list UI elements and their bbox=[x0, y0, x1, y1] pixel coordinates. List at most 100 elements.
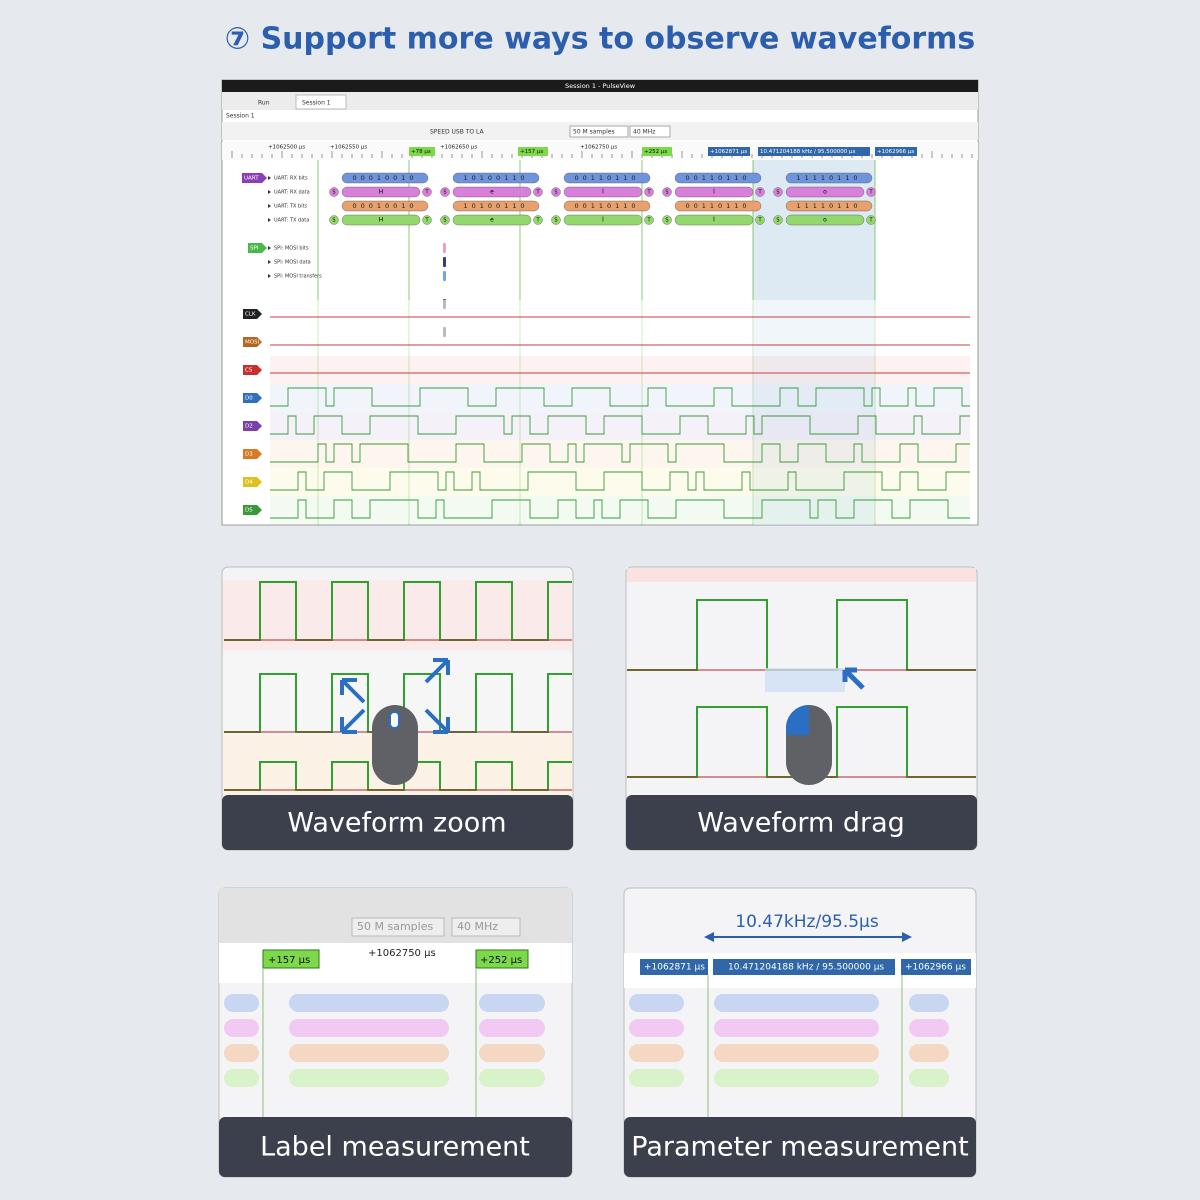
bits-annotation bbox=[563, 172, 651, 184]
data-text: H bbox=[379, 189, 384, 196]
marker-flag[interactable] bbox=[262, 949, 320, 969]
spi-mark bbox=[443, 271, 446, 281]
stop-bit bbox=[422, 187, 432, 197]
device-select[interactable]: SPEED USB TO LA bbox=[430, 129, 485, 136]
start-bit-label: S bbox=[554, 218, 557, 224]
marker-flag[interactable] bbox=[901, 959, 971, 975]
data-annotation bbox=[341, 214, 421, 226]
channel-label[interactable]: SPI bbox=[250, 246, 259, 252]
faded-annotation bbox=[909, 1019, 949, 1037]
marker-label[interactable]: +252 μs bbox=[480, 955, 522, 966]
marker-label[interactable]: +1062966 μs bbox=[877, 149, 914, 155]
faded-annotation bbox=[479, 1044, 545, 1062]
marker-flag[interactable] bbox=[409, 147, 435, 156]
rate-box[interactable] bbox=[629, 125, 671, 138]
channel-label[interactable]: CLK bbox=[245, 312, 256, 318]
channel-label[interactable]: D4 bbox=[245, 480, 253, 486]
marker-label[interactable]: +157 μs bbox=[268, 955, 310, 966]
stop-bit bbox=[866, 187, 876, 197]
marker-label[interactable]: +1062871 μs bbox=[710, 149, 747, 155]
pulseview-window: Session 1 - PulseView Run Session 1 Sess… bbox=[221, 79, 979, 526]
tab-session[interactable] bbox=[295, 94, 347, 110]
samples-select[interactable]: 50 M samples bbox=[573, 129, 615, 136]
tab-run[interactable]: Run bbox=[258, 100, 270, 107]
samples-zoom: 50 M samples bbox=[357, 920, 433, 933]
channel-label[interactable]: D2 bbox=[245, 424, 253, 430]
marker-flag[interactable] bbox=[518, 147, 548, 156]
channel-row bbox=[270, 412, 970, 440]
start-bit-label: S bbox=[554, 190, 557, 196]
data-text: o bbox=[823, 217, 827, 224]
ruler-label: +1062750 μs bbox=[368, 948, 436, 959]
faded-annotation bbox=[629, 1044, 684, 1062]
channel-badge[interactable] bbox=[243, 477, 262, 487]
channel-row bbox=[270, 356, 970, 384]
faded-annotation bbox=[714, 1044, 879, 1062]
marker-flag[interactable] bbox=[640, 959, 708, 975]
channel-label[interactable]: D5 bbox=[245, 508, 253, 514]
label-panel: 50 M samples 40 MHz +1062750 μs +157 μs … bbox=[218, 887, 573, 1178]
marker-label[interactable]: +252 μs bbox=[644, 149, 667, 155]
data-text: H bbox=[379, 217, 384, 224]
channel-label[interactable]: D0 bbox=[245, 396, 253, 402]
channel-badge[interactable] bbox=[243, 505, 262, 515]
logic-trace bbox=[270, 499, 970, 519]
channel-badge[interactable] bbox=[243, 449, 262, 459]
marker-label[interactable]: +1062966 μs bbox=[905, 963, 966, 973]
channel-badge[interactable] bbox=[243, 421, 262, 431]
channel-label[interactable]: UART bbox=[244, 176, 259, 182]
channel-badge[interactable] bbox=[243, 365, 262, 375]
bits-text: 10100110 bbox=[463, 202, 528, 210]
faded-annotation bbox=[714, 1069, 879, 1087]
marker-flag[interactable] bbox=[642, 147, 672, 156]
stop-bit bbox=[644, 187, 654, 197]
faded-annotation bbox=[224, 1019, 259, 1037]
tab-session-label[interactable]: Session 1 bbox=[302, 100, 331, 107]
zoom-panel: Waveform zoom bbox=[221, 566, 574, 851]
marker-label[interactable]: 10.471204188 kHz / 95.500000 μs bbox=[728, 963, 884, 973]
marker-flag[interactable] bbox=[713, 959, 895, 975]
row-label: SPI: MOSI bits bbox=[274, 246, 309, 252]
ruler-label: +1062650 μs bbox=[440, 145, 477, 151]
bits-annotation bbox=[452, 200, 540, 212]
channel-label[interactable]: CS bbox=[245, 368, 253, 374]
row-label: UART: RX data bbox=[274, 190, 310, 196]
bits-annotation bbox=[452, 172, 540, 184]
stop-bit-label: T bbox=[424, 190, 429, 196]
channel-badge[interactable] bbox=[243, 337, 262, 347]
samples-box[interactable] bbox=[569, 125, 629, 138]
stop-bit-label: T bbox=[868, 218, 873, 224]
waveform bbox=[224, 673, 572, 733]
marker-flag[interactable] bbox=[475, 949, 529, 969]
marker-label[interactable]: 10.471204188 kHz / 95.500000 μs bbox=[760, 149, 856, 155]
marker-flag[interactable] bbox=[758, 147, 870, 156]
channel-label[interactable]: MOSI bbox=[245, 340, 260, 346]
caption-bar bbox=[219, 1117, 572, 1177]
marker-label[interactable]: +157 μs bbox=[520, 149, 543, 155]
marker-flag[interactable] bbox=[708, 147, 750, 156]
channel-badge[interactable] bbox=[248, 243, 267, 253]
spi-mark bbox=[443, 257, 446, 267]
marker-label[interactable]: +78 μs bbox=[411, 149, 431, 155]
logic-trace bbox=[270, 443, 970, 463]
marker-label[interactable]: +1062871 μs bbox=[644, 963, 705, 973]
channel-label[interactable]: D3 bbox=[245, 452, 253, 458]
spi-mark bbox=[443, 243, 446, 253]
bits-text: 00010010 bbox=[352, 174, 417, 182]
faded-annotation bbox=[224, 1069, 259, 1087]
marker-flag[interactable] bbox=[875, 147, 917, 156]
rate-select[interactable]: 40 MHz bbox=[633, 129, 655, 136]
drag-panel: Waveform drag bbox=[625, 566, 978, 851]
channel-badge[interactable] bbox=[242, 173, 267, 183]
stop-bit-label: T bbox=[757, 218, 762, 224]
start-bit bbox=[329, 215, 339, 225]
start-bit bbox=[662, 215, 672, 225]
data-annotation bbox=[563, 186, 643, 198]
stop-bit-label: T bbox=[646, 218, 651, 224]
start-bit bbox=[551, 215, 561, 225]
drag-arrow bbox=[842, 667, 865, 690]
bits-annotation bbox=[674, 172, 762, 184]
start-bit bbox=[329, 187, 339, 197]
channel-badge[interactable] bbox=[243, 309, 262, 319]
channel-badge[interactable] bbox=[243, 393, 262, 403]
